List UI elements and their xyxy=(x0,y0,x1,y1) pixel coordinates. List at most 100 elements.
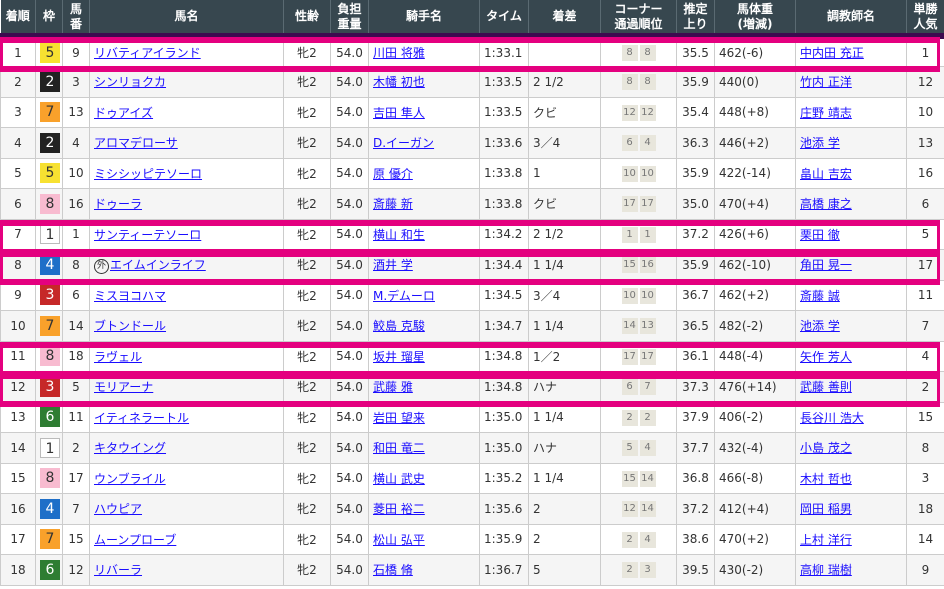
trainer-cell: 池添 学 xyxy=(795,310,907,342)
jockey-link[interactable]: 岩田 望来 xyxy=(373,410,425,425)
popularity-cell: 3 xyxy=(906,462,944,494)
trainer-link[interactable]: 岡田 稲男 xyxy=(800,502,852,517)
last-3f-cell: 39.5 xyxy=(676,554,715,586)
corner-position: 5 xyxy=(621,440,638,457)
horse-name-link[interactable]: ムーンプローブ xyxy=(94,532,177,547)
horse-number-cell: 18 xyxy=(62,340,90,372)
jockey-link[interactable]: 横山 和生 xyxy=(373,227,425,242)
corner-position: 7 xyxy=(639,379,656,396)
trainer-link[interactable]: 池添 学 xyxy=(800,319,840,334)
jockey-link[interactable]: 吉田 隼人 xyxy=(373,105,425,120)
margin-cell: 3／4 xyxy=(528,127,601,159)
trainer-link[interactable]: 角田 晃一 xyxy=(800,258,852,273)
horse-name-link[interactable]: ミスヨコハマ xyxy=(94,288,167,303)
jockey-link[interactable]: 菱田 裕二 xyxy=(373,502,425,517)
sex-age-cell: 牝2 xyxy=(283,310,331,342)
horse-name-link[interactable]: シンリョクカ xyxy=(94,75,167,90)
jockey-link[interactable]: 横山 武史 xyxy=(373,471,425,486)
corner-position: 12 xyxy=(621,104,638,121)
trainer-link[interactable]: 畠山 吉宏 xyxy=(800,166,852,181)
header-jockey: 騎手名 xyxy=(368,0,480,39)
jockey-link[interactable]: 斎藤 新 xyxy=(373,197,413,212)
trainer-link[interactable]: 矢作 芳人 xyxy=(800,349,852,364)
corner-cell: 15 14 xyxy=(600,462,677,494)
trainer-link[interactable]: 竹内 正洋 xyxy=(800,75,852,90)
horse-name-link[interactable]: ラヴェル xyxy=(94,349,143,364)
trainer-cell: 角田 晃一 xyxy=(795,249,907,281)
trainer-link[interactable]: 斎藤 誠 xyxy=(800,288,840,303)
horse-name-link[interactable]: リバティアイランド xyxy=(94,46,201,60)
header-num: 馬 番 xyxy=(62,0,90,39)
corner-position: 8 xyxy=(621,45,638,61)
rank-cell: 14 xyxy=(0,432,36,464)
jockey-link[interactable]: 川田 将雅 xyxy=(373,46,425,60)
margin-cell: ハナ xyxy=(528,371,601,403)
body-weight: 462 xyxy=(719,257,742,272)
jockey-link[interactable]: 坂井 瑠星 xyxy=(373,349,425,364)
horse-name-link[interactable]: エイムインライフ xyxy=(110,257,206,272)
rank-cell: 17 xyxy=(0,523,36,555)
waku-badge: 1 xyxy=(40,437,60,458)
sex-age-cell: 牝2 xyxy=(283,401,331,433)
horse-name-link[interactable]: モリアーナ xyxy=(94,380,154,395)
corner-cell: 10 10 xyxy=(600,279,677,311)
trainer-link[interactable]: 栗田 徹 xyxy=(800,227,840,242)
last-3f-cell: 37.7 xyxy=(676,432,715,464)
jockey-link[interactable]: 鮫島 克駿 xyxy=(373,319,425,334)
horse-name-link[interactable]: リバーラ xyxy=(94,563,143,578)
margin-cell: 1 1/4 xyxy=(528,249,601,281)
trainer-link[interactable]: 武藤 善則 xyxy=(800,380,852,395)
weight-cell: 54.0 xyxy=(330,157,369,189)
jockey-link[interactable]: 酒井 学 xyxy=(373,258,413,273)
horse-name-link[interactable]: アロマデローサ xyxy=(94,136,178,151)
waku-badge: 2 xyxy=(40,132,60,153)
horse-name-link[interactable]: サンティーテソーロ xyxy=(94,227,202,242)
trainer-link[interactable]: 長谷川 浩大 xyxy=(800,410,864,425)
trainer-link[interactable]: 高柳 瑞樹 xyxy=(800,563,852,578)
horse-name-link[interactable]: ドゥアイズ xyxy=(94,105,154,120)
time-cell: 1:34.2 xyxy=(479,218,529,250)
header-bodyweight: 馬体重 (増減) xyxy=(714,0,796,39)
jockey-link[interactable]: D.イーガン xyxy=(373,136,435,151)
popularity-cell: 4 xyxy=(906,340,944,372)
jockey-link[interactable]: 松山 弘平 xyxy=(373,532,425,547)
jockey-link[interactable]: 石橋 脩 xyxy=(373,563,413,578)
corner-position: 3 xyxy=(639,562,656,579)
trainer-cell: 斎藤 誠 xyxy=(795,279,907,311)
table-row: 12 3 5 モリアーナ 牝2 54.0 武藤 雅 1:34.8 ハナ 6 7 37.3 476(+14… xyxy=(0,371,944,403)
horse-name-link[interactable]: ハウピア xyxy=(94,502,143,517)
rank-cell: 4 xyxy=(0,127,36,159)
weight-cell: 54.0 xyxy=(330,371,369,403)
horse-name-link[interactable]: ブトンドール xyxy=(94,319,167,334)
sex-age-cell: 牝2 xyxy=(283,554,331,586)
jockey-link[interactable]: M.デムーロ xyxy=(373,288,435,303)
horse-name-link[interactable]: ウンブライル xyxy=(94,471,166,486)
last-3f-cell: 35.0 xyxy=(676,188,715,220)
trainer-link[interactable]: 中内田 充正 xyxy=(800,46,864,60)
horse-name-cell: ドゥーラ xyxy=(89,188,284,220)
horse-name-cell: ラヴェル xyxy=(89,340,284,372)
jockey-link[interactable]: 木幡 初也 xyxy=(373,75,425,90)
trainer-link[interactable]: 小島 茂之 xyxy=(800,441,852,456)
trainer-link[interactable]: 高橋 康之 xyxy=(800,197,852,212)
horse-name-link[interactable]: ミシシッピテソーロ xyxy=(94,166,203,181)
sex-age-cell: 牝2 xyxy=(283,127,331,159)
horse-name-link[interactable]: キタウイング xyxy=(94,441,167,456)
horse-name-link[interactable]: ドゥーラ xyxy=(94,197,143,212)
trainer-link[interactable]: 池添 学 xyxy=(800,136,840,151)
trainer-link[interactable]: 庄野 靖志 xyxy=(800,105,852,120)
jockey-link[interactable]: 和田 竜二 xyxy=(373,441,425,456)
trainer-link[interactable]: 上村 洋行 xyxy=(800,532,852,547)
body-weight: 476 xyxy=(719,379,742,394)
jockey-link[interactable]: 武藤 雅 xyxy=(373,380,413,395)
popularity-cell: 10 xyxy=(906,96,944,128)
trainer-link[interactable]: 木村 哲也 xyxy=(800,471,852,486)
waku-cell: 3 xyxy=(35,371,63,403)
body-weight-cell: 406(-2) xyxy=(714,401,796,433)
jockey-link[interactable]: 原 優介 xyxy=(373,166,413,181)
waku-badge: 7 xyxy=(40,102,60,123)
horse-name-link[interactable]: イティネラートル xyxy=(94,410,190,425)
corner-position: 2 xyxy=(621,409,638,426)
body-weight-cell: 448(+8) xyxy=(714,96,796,128)
